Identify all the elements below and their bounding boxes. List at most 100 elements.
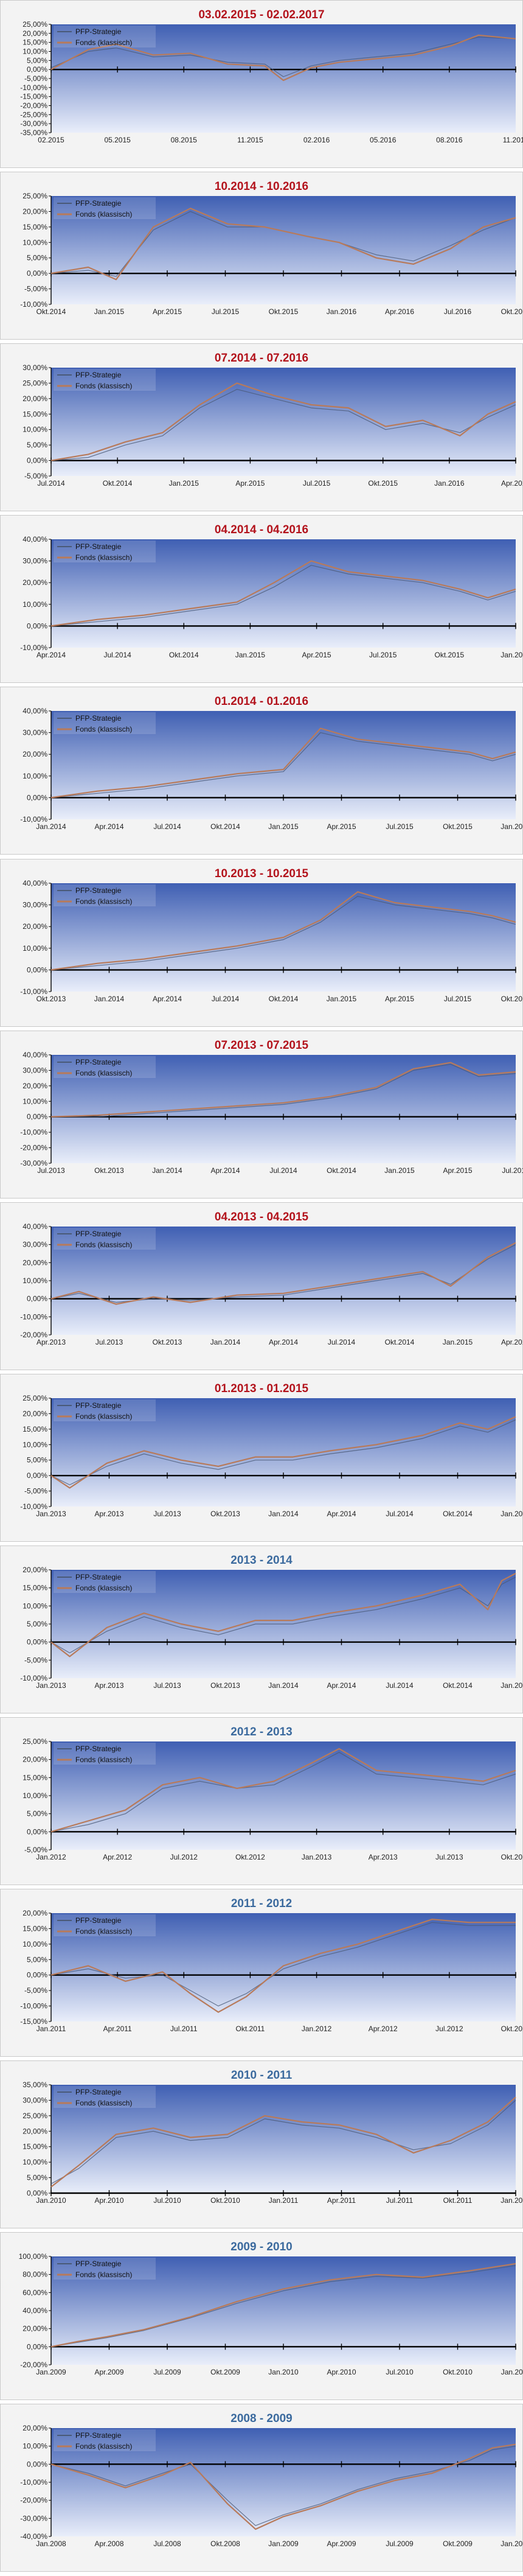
- x-tick-label: 11.2015: [237, 136, 263, 144]
- y-tick-label: 0,00%: [27, 1294, 47, 1303]
- plot-area: [51, 1226, 516, 1335]
- y-tick-label: 25,00%: [23, 20, 47, 29]
- legend-label-strategy: PFP-Strategie: [75, 2431, 122, 2440]
- chart-panel: 2010 - 2011 35,00% 30,00% 25,00% 20,00% 15,00…: [0, 2060, 523, 2229]
- x-tick-label: Okt.2014: [36, 307, 66, 316]
- x-tick-label: Okt.2015: [443, 822, 473, 831]
- y-tick-label: -5,00%: [24, 1986, 47, 1995]
- x-tick-label: Jul.2013: [37, 1166, 65, 1175]
- legend-label-fund: Fonds (klassisch): [75, 38, 132, 47]
- legend-box: [54, 884, 156, 906]
- legend-box: [54, 369, 156, 391]
- chart-title: 04.2014 - 04.2016: [214, 523, 309, 537]
- series-line-fund: [50, 1572, 516, 1657]
- x-tick-label: Okt.2016: [501, 307, 523, 316]
- y-tick-label: 20,00%: [23, 2424, 47, 2432]
- x-tick-label: Jul.2015: [303, 479, 331, 488]
- chart-title: 03.02.2015 - 02.02.2017: [198, 9, 325, 21]
- chart-legend: PFP-Strategie Fonds (klassisch): [54, 884, 156, 906]
- legend-label-strategy: PFP-Strategie: [75, 2259, 122, 2268]
- chart-svg: 40,00%30,00%20,00%10,00%0,00%-10,00%Apr.…: [20, 535, 523, 659]
- series-line-fund: [50, 1062, 516, 1118]
- x-tick-label: Jul.2014: [103, 651, 131, 659]
- y-tick-label: 80,00%: [23, 2270, 47, 2279]
- y-tick-label: -10,00%: [20, 1674, 47, 1682]
- y-tick-label: -20,00%: [20, 1143, 47, 1152]
- x-tick-label: 02.2015: [38, 136, 64, 144]
- y-tick-label: 100,00%: [19, 2252, 48, 2261]
- series-line-strategy: [50, 37, 516, 77]
- chart-legend: PFP-Strategie Fonds (klassisch): [54, 1055, 156, 1078]
- series-line-strategy: [50, 1419, 516, 1485]
- y-tick-label: -20,00%: [20, 2361, 47, 2369]
- plot-area: [51, 1913, 516, 2022]
- y-tick-label: 20,00%: [23, 2127, 47, 2135]
- chart-svg: 100,00% 80,00% 60,00% 40,00% 20,00% 0,00% -20,…: [19, 2252, 523, 2376]
- chart-title: 2013 - 2014: [230, 1553, 293, 1567]
- y-tick-label: -30,00%: [20, 1159, 47, 1167]
- legend-label-strategy: PFP-Strategie: [75, 1401, 122, 1410]
- x-tick-label: Apr.2015: [153, 307, 182, 316]
- x-tick-label: Jul.2013: [153, 1681, 181, 1690]
- y-tick-label: -10,00%: [20, 643, 47, 652]
- x-tick-label: Okt.2011: [443, 2196, 473, 2205]
- plot-area: [51, 711, 516, 820]
- legend-box: [54, 712, 156, 735]
- chart-title: 2008 - 2009: [230, 2412, 293, 2426]
- x-tick-label: Jul.2015: [386, 822, 414, 831]
- chart-title: 07.2014 - 07.2016: [214, 352, 309, 365]
- y-tick-label: -10,00%: [20, 1312, 47, 1321]
- legend-label-strategy: PFP-Strategie: [75, 542, 122, 551]
- y-tick-label: 15,00%: [23, 1584, 47, 1592]
- legend-label-strategy: PFP-Strategie: [75, 1573, 122, 1581]
- y-tick-label: 5,00%: [27, 2174, 47, 2182]
- legend-label-fund: Fonds (klassisch): [75, 210, 132, 219]
- chart-panel: 2013 - 2014 20,00% 15,00% 10,00% 5,00% 0,00% -…: [0, 1545, 523, 1713]
- chart-legend: PFP-Strategie Fonds (klassisch): [54, 1743, 156, 1765]
- chart-legend: PFP-Strategie Fonds (klassisch): [54, 712, 156, 735]
- y-tick-label: 20,00%: [23, 1409, 47, 1418]
- chart-svg: 20,00% 15,00% 10,00% 5,00% 0,00% -5,00% -10,00…: [20, 1909, 523, 2033]
- legend-label-strategy: PFP-Strategie: [75, 1058, 122, 1066]
- legend-label-fund: Fonds (klassisch): [75, 382, 132, 390]
- series-line-fund: [50, 1748, 516, 1833]
- x-tick-label: Jul.2014: [37, 479, 65, 488]
- y-tick-label: 5,00%: [27, 441, 47, 449]
- y-tick-label: 5,00%: [27, 1955, 47, 1964]
- y-tick-label: 25,00%: [23, 379, 47, 388]
- x-tick-label: Jul.2009: [153, 2368, 181, 2376]
- y-tick-label: 10,00%: [23, 943, 47, 952]
- legend-box: [54, 2086, 156, 2109]
- x-tick-label: Okt.2013: [210, 1681, 240, 1690]
- legend-label-fund: Fonds (klassisch): [75, 2442, 132, 2451]
- y-tick-label: 0,00%: [27, 65, 47, 74]
- x-tick-label: Apr.2013: [369, 1853, 398, 1861]
- x-tick-label: Jan.2012: [500, 2196, 523, 2205]
- x-tick-label: Okt.2008: [210, 2539, 240, 2548]
- series-line-strategy: [50, 732, 516, 799]
- x-tick-label: Apr.2015: [501, 1338, 523, 1346]
- chart-legend: PFP-Strategie Fonds (klassisch): [54, 1914, 156, 1937]
- x-tick-label: Jul.2013: [153, 1510, 181, 1518]
- series-line-fund: [50, 208, 516, 281]
- series-line-fund: [50, 382, 516, 461]
- chart-svg: 40,00% 30,00% 20,00% 10,00% 0,00% -10,00% -20,…: [20, 1051, 523, 1175]
- plot-area: [51, 368, 516, 477]
- x-tick-label: Jan.2011: [36, 2025, 66, 2033]
- x-tick-label: Okt.2014: [385, 1338, 415, 1346]
- plot-area: [51, 1398, 516, 1507]
- chart-panel: 10.2014 - 10.2016 25,00% 20,00% 15,00% 10,00…: [0, 172, 523, 340]
- y-tick-label: 5,00%: [27, 254, 47, 262]
- y-tick-label: 30,00%: [23, 729, 47, 737]
- y-tick-label: 60,00%: [23, 2289, 47, 2297]
- chart-title: 10.2014 - 10.2016: [214, 180, 309, 194]
- series-line-fund: [50, 1416, 516, 1489]
- series-line-strategy: [50, 1752, 516, 1832]
- y-tick-label: -5,00%: [24, 74, 47, 83]
- x-tick-label: Jan.2014: [268, 1681, 299, 1690]
- x-tick-label: Jan.2013: [302, 1853, 332, 1861]
- y-tick-label: 30,00%: [23, 2096, 47, 2105]
- y-tick-label: 10,00%: [23, 600, 47, 609]
- chart-title: 2012 - 2013: [230, 1726, 293, 1738]
- plot-area: [51, 539, 516, 648]
